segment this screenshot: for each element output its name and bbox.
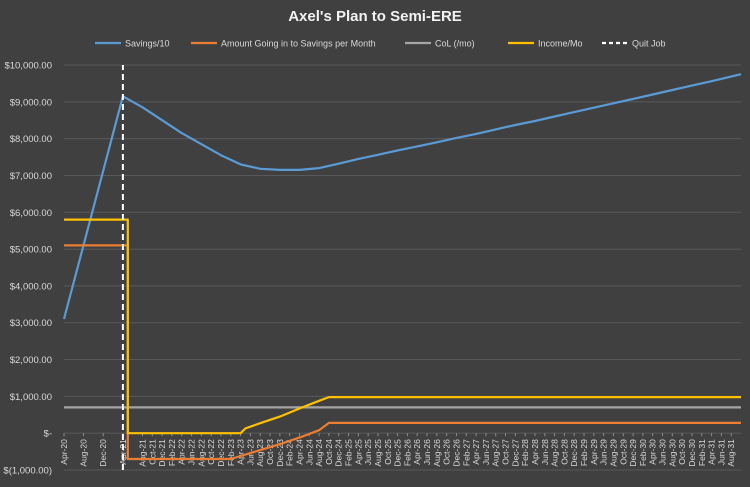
- legend-label: Income/Mo: [538, 39, 583, 49]
- x-axis-ticks: Apr-20 Aug-20 Dec-20 Apr-21 Aug-21 Oct-21 Dec-…: [59, 433, 736, 467]
- x-tick-label: Jun-27: [481, 439, 491, 465]
- x-tick-label: Dec-28: [569, 439, 579, 467]
- x-tick-label: Aug-29: [608, 439, 618, 467]
- x-tick-label: Apr-27: [471, 439, 481, 465]
- x-tick-label: Apr-31: [707, 439, 717, 465]
- y-tick-label: $7,000.00: [10, 171, 52, 182]
- y-tick-label: $2,000.00: [10, 355, 52, 366]
- x-tick-label: Oct-24: [324, 439, 334, 465]
- x-tick-label: Aug-25: [373, 439, 383, 467]
- x-tick-label: Oct-27: [501, 439, 511, 465]
- x-tick-label: Dec-27: [510, 439, 520, 467]
- x-tick-label: Apr-23: [236, 439, 246, 465]
- x-tick-label: Apr-28: [530, 439, 540, 465]
- x-tick-label: Aug-27: [491, 439, 501, 467]
- legend: Savings/10 Amount Going in to Savings per…: [95, 39, 666, 49]
- x-tick-label: Aug-23: [255, 439, 265, 467]
- x-tick-label: Feb-27: [461, 439, 471, 466]
- x-tick-label: Apr-20: [59, 439, 69, 465]
- series-line-savings-10: [62, 73, 742, 320]
- x-tick-label: Jun-28: [540, 439, 550, 465]
- x-tick-label: Apr-29: [589, 439, 599, 465]
- x-tick-label: Feb-25: [344, 439, 354, 466]
- x-tick-label: Jun-25: [363, 439, 373, 465]
- x-tick-label: Dec-23: [275, 439, 285, 467]
- x-tick-label: Dec-30: [687, 439, 697, 467]
- x-tick-label: Aug-21: [137, 439, 147, 467]
- x-tick-label: Apr-22: [177, 439, 187, 465]
- y-axis-ticks: $(1,000.00) $- $1,000.00 $2,000.00 $3,000.00…: [3, 61, 52, 477]
- x-tick-label: Oct-26: [442, 439, 452, 465]
- x-tick-label: Oct-29: [618, 439, 628, 465]
- chart-title: Axel's Plan to Semi-ERE: [288, 8, 462, 25]
- x-tick-label: Oct-28: [559, 439, 569, 465]
- x-tick-label: Jun-26: [422, 439, 432, 465]
- x-tick-label: Aug-24: [314, 439, 324, 467]
- y-tick-label: $9,000.00: [10, 97, 52, 108]
- y-tick-label: $(1,000.00): [3, 466, 52, 477]
- x-tick-label: Apr-21: [118, 439, 128, 465]
- x-tick-label: Jun-24: [304, 439, 314, 465]
- y-tick-label: $10,000.00: [4, 61, 52, 72]
- x-tick-label: Apr-30: [648, 439, 658, 465]
- x-tick-label: Feb-26: [402, 439, 412, 466]
- x-tick-label: Oct-21: [147, 439, 157, 465]
- series-layer: [62, 65, 742, 470]
- x-tick-label: Feb-24: [285, 439, 295, 466]
- x-tick-label: Feb-23: [226, 439, 236, 466]
- x-tick-label: Oct-25: [383, 439, 393, 465]
- x-tick-label: Dec-24: [334, 439, 344, 467]
- y-tick-label: $4,000.00: [10, 281, 52, 292]
- y-tick-label: $5,000.00: [10, 245, 52, 256]
- x-tick-label: Dec-22: [216, 439, 226, 467]
- x-tick-label: Aug-22: [196, 439, 206, 467]
- x-tick-label: Dec-26: [451, 439, 461, 467]
- x-tick-label: Feb-30: [638, 439, 648, 466]
- x-tick-label: Feb-22: [167, 439, 177, 466]
- legend-label: Amount Going in to Savings per Month: [221, 39, 376, 49]
- x-tick-label: Oct-23: [265, 439, 275, 465]
- y-tick-label: $6,000.00: [10, 208, 52, 219]
- x-tick-label: Apr-26: [412, 439, 422, 465]
- x-tick-label: Aug-20: [79, 439, 89, 467]
- x-tick-label: Aug-28: [550, 439, 560, 467]
- x-tick-label: Feb-28: [520, 439, 530, 466]
- x-tick-label: Oct-22: [206, 439, 216, 465]
- x-tick-label: Jun-22: [187, 439, 197, 465]
- y-tick-label: $-: [44, 429, 52, 440]
- legend-label: CoL (/mo): [435, 39, 475, 49]
- x-tick-label: Jun-30: [658, 439, 668, 465]
- x-tick-label: Aug-26: [432, 439, 442, 467]
- y-tick-label: $3,000.00: [10, 318, 52, 329]
- y-tick-label: $1,000.00: [10, 392, 52, 403]
- x-tick-label: Aug-30: [667, 439, 677, 467]
- y-tick-label: $8,000.00: [10, 134, 52, 145]
- x-tick-label: Apr-25: [353, 439, 363, 465]
- legend-label: Quit Job: [632, 39, 666, 49]
- x-tick-label: Feb-31: [697, 439, 707, 466]
- x-tick-label: Feb-29: [579, 439, 589, 466]
- x-tick-label: Apr-24: [294, 439, 304, 465]
- x-tick-label: Dec-25: [393, 439, 403, 467]
- x-tick-label: Aug-31: [726, 439, 736, 467]
- legend-label: Savings/10: [125, 39, 170, 49]
- x-tick-label: Dec-21: [157, 439, 167, 467]
- gridlines: [64, 64, 741, 471]
- x-tick-label: Oct-30: [677, 439, 687, 465]
- series-line-income-mo: [64, 218, 741, 435]
- x-tick-label: Jun-31: [716, 439, 726, 465]
- x-tick-label: Dec-29: [628, 439, 638, 467]
- x-tick-label: Jun-29: [599, 439, 609, 465]
- x-tick-label: Dec-20: [98, 439, 108, 467]
